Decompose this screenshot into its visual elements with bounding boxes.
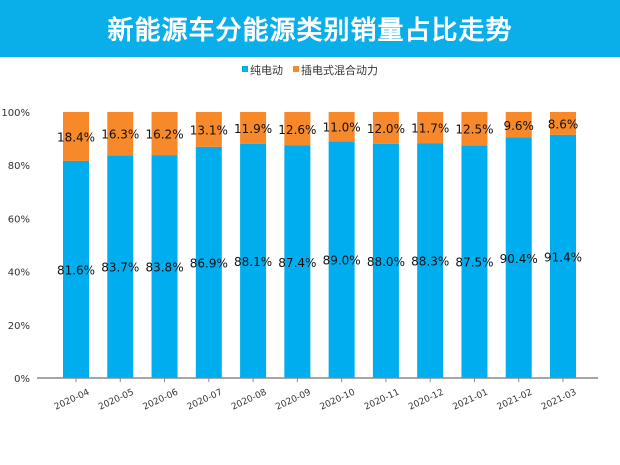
data-label: 87.4% bbox=[278, 256, 316, 270]
y-tick-label: 40% bbox=[8, 268, 30, 279]
y-tick-label: 80% bbox=[8, 161, 30, 172]
x-tick-label: 2021-01 bbox=[451, 388, 489, 413]
x-tick-label: 2020-05 bbox=[97, 388, 135, 413]
bar-bev bbox=[284, 145, 311, 378]
bar-bev bbox=[417, 143, 444, 378]
x-tick-label: 2020-09 bbox=[274, 388, 313, 413]
data-label: 8.6% bbox=[548, 117, 579, 131]
x-tick-label: 2020-08 bbox=[230, 388, 269, 413]
legend-label: 纯电动 bbox=[250, 64, 283, 77]
data-label: 9.6% bbox=[503, 119, 534, 133]
bar-phev bbox=[151, 112, 178, 156]
x-tick-label: 2020-10 bbox=[319, 388, 358, 413]
bar-bev bbox=[63, 160, 89, 378]
stacked-bar-chart: 纯电动 插电式混合动力 0% 20% 40% 60% 80% 100% 81.6% 18.4% 20… bbox=[1, 63, 598, 413]
data-label: 13.1% bbox=[190, 123, 228, 137]
x-tick-label: 2020-07 bbox=[186, 388, 224, 413]
bar-phev bbox=[107, 112, 134, 156]
x-tick-label: 2021-03 bbox=[540, 388, 578, 413]
data-label: 81.6% bbox=[57, 263, 95, 277]
bar-bev bbox=[461, 145, 488, 378]
data-label: 11.0% bbox=[323, 121, 361, 135]
bar-bev bbox=[107, 155, 134, 378]
x-tick-label: 2020-06 bbox=[142, 388, 181, 413]
bar-phev bbox=[284, 112, 311, 146]
x-tick-label: 2020-12 bbox=[407, 388, 445, 413]
y-tick-label: 100% bbox=[1, 108, 30, 119]
bar-phev bbox=[195, 112, 222, 147]
data-label: 18.4% bbox=[57, 130, 95, 144]
bar-bev bbox=[505, 137, 532, 378]
data-label: 11.9% bbox=[234, 122, 272, 136]
bar-phev bbox=[63, 112, 89, 161]
bar-bev bbox=[195, 146, 222, 378]
data-label: 88.3% bbox=[411, 255, 449, 269]
data-label: 90.4% bbox=[500, 252, 538, 266]
y-tick-label: 60% bbox=[8, 214, 30, 225]
data-label: 16.2% bbox=[145, 128, 183, 142]
data-label: 83.8% bbox=[145, 261, 183, 275]
bar-phev bbox=[372, 112, 399, 144]
data-label: 12.0% bbox=[367, 122, 405, 136]
data-label: 89.0% bbox=[323, 254, 361, 268]
bar-phev bbox=[505, 112, 532, 138]
chart-title: 新能源车分能源类别销量占比走势 bbox=[107, 16, 513, 46]
legend-label: 插电式混合动力 bbox=[301, 63, 378, 77]
bar-phev bbox=[461, 112, 488, 146]
legend-swatch bbox=[242, 66, 248, 72]
bar-bev bbox=[550, 134, 576, 378]
y-tick-label: 0% bbox=[14, 374, 30, 385]
bar-phev bbox=[328, 112, 355, 142]
x-tick-label: 2020-11 bbox=[363, 388, 401, 413]
data-label: 83.7% bbox=[101, 261, 139, 275]
data-label: 88.1% bbox=[234, 255, 272, 269]
data-label: 87.5% bbox=[455, 256, 493, 270]
data-label: 91.4% bbox=[544, 250, 582, 264]
bar-bev bbox=[328, 141, 355, 378]
bar-phev bbox=[550, 112, 576, 135]
bar-phev bbox=[240, 112, 267, 144]
data-label: 12.6% bbox=[278, 123, 316, 137]
data-label: 86.9% bbox=[190, 256, 228, 270]
bar-bev bbox=[240, 143, 267, 378]
data-label: 16.3% bbox=[101, 128, 139, 142]
data-label: 88.0% bbox=[367, 255, 405, 269]
bar-bev bbox=[151, 155, 178, 378]
x-tick-label: 2020-04 bbox=[53, 388, 92, 413]
chart-title-banner: 新能源车分能源类别销量占比走势 bbox=[0, 0, 620, 57]
bar-bev bbox=[372, 143, 399, 378]
x-tick-label: 2021-02 bbox=[496, 388, 534, 413]
legend-swatch bbox=[293, 66, 299, 72]
y-tick-label: 20% bbox=[8, 321, 30, 332]
data-label: 12.5% bbox=[455, 123, 493, 137]
data-label: 11.7% bbox=[411, 122, 449, 136]
bar-phev bbox=[417, 112, 444, 144]
